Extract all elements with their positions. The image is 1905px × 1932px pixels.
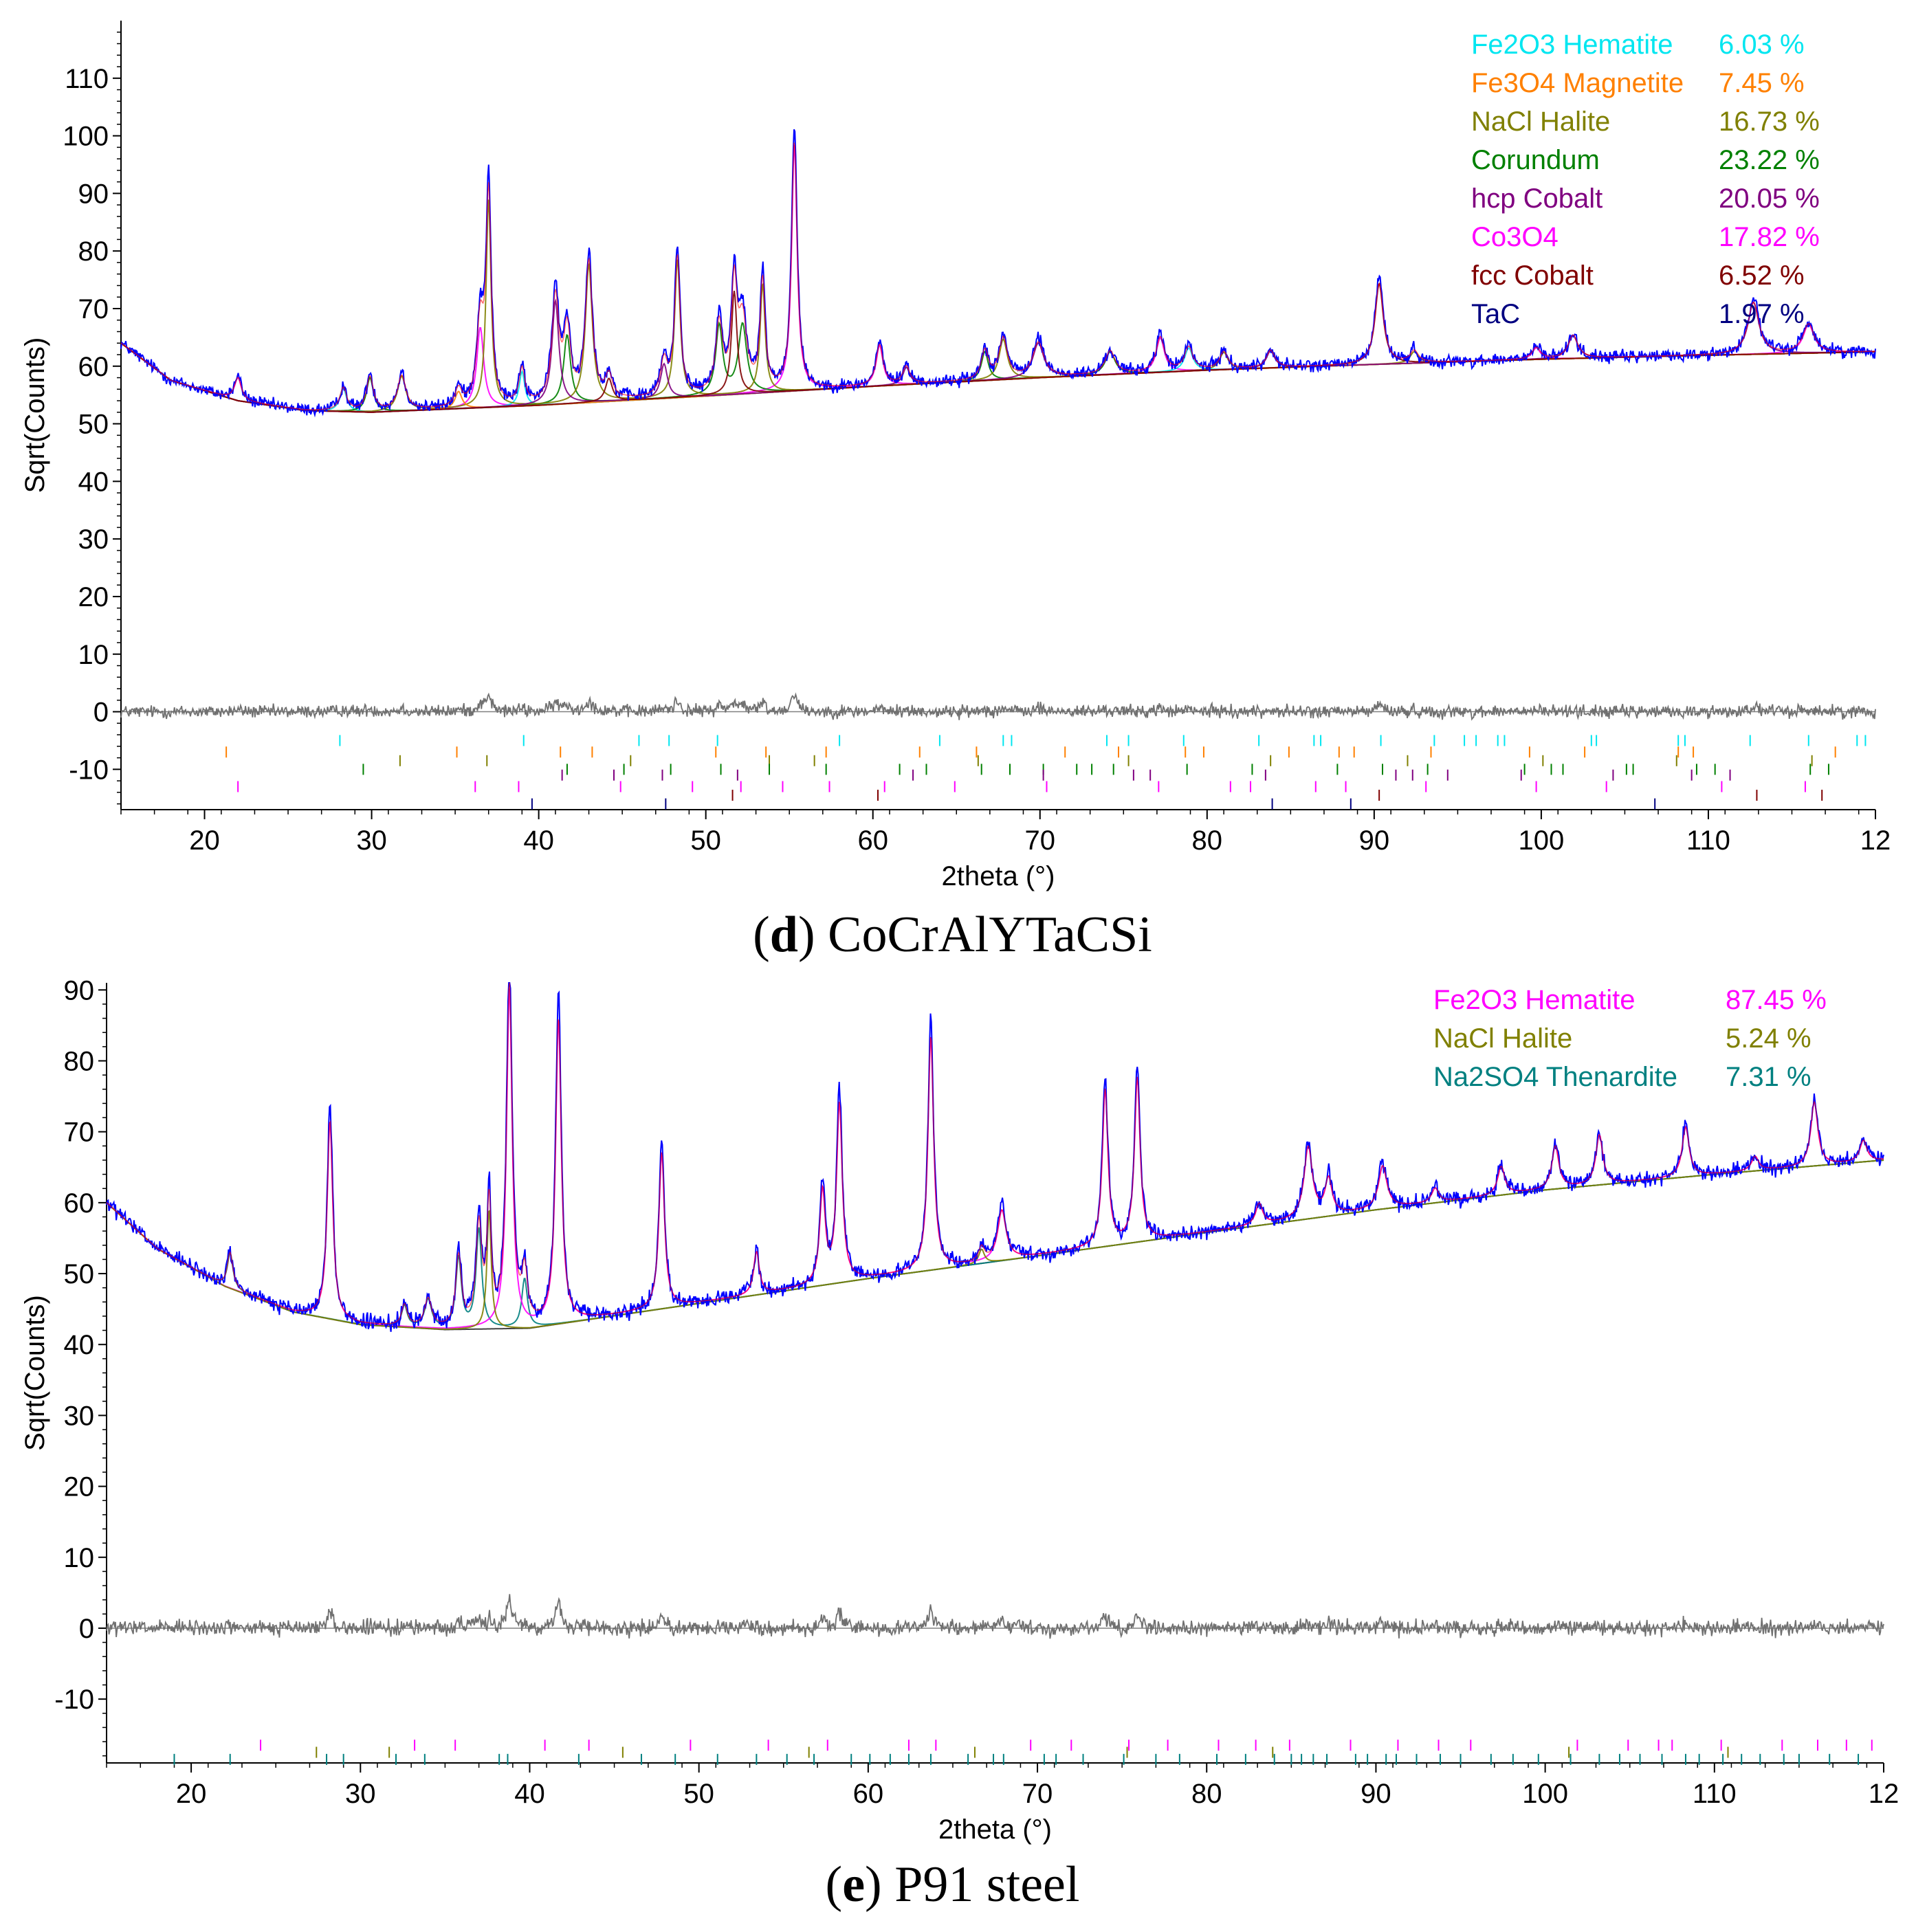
d-y-tick-label: 50 <box>78 410 109 440</box>
d-x-axis-title: 2theta (°) <box>942 861 1055 891</box>
d-legend-name: hcp Cobalt <box>1471 184 1603 214</box>
e-y-tick-label: 70 <box>64 1118 95 1148</box>
d-y-tick-label: 100 <box>63 122 109 152</box>
d-x-tick-label: 110 <box>1686 825 1730 856</box>
e-legend-percent: 5.24 % <box>1726 1023 1812 1054</box>
e-legend-percent: 7.31 % <box>1726 1062 1812 1092</box>
d-y-tick-label: 20 <box>78 582 109 612</box>
d-y-tick-label: 80 <box>78 236 109 267</box>
d-legend-percent: 6.52 % <box>1719 260 1805 291</box>
e-y-tick-label: 90 <box>64 975 95 1006</box>
e-x-tick-label: 12 <box>1869 1779 1900 1809</box>
d-legend-percent: 6.03 % <box>1719 30 1805 60</box>
e-phase-curve-fe2o3-hematite <box>106 988 1884 1329</box>
e-calculated-series <box>106 982 1884 1324</box>
d-legend-name: Fe3O4 Magnetite <box>1471 68 1684 98</box>
caption-d-letter: d <box>769 907 798 963</box>
d-y-tick-label: 40 <box>78 467 109 497</box>
d-phase-curve-co3o4 <box>120 145 1875 413</box>
e-x-tick-label: 50 <box>683 1779 714 1809</box>
d-legend-name: Fe2O3 Hematite <box>1471 30 1673 60</box>
d-y-tick-label: 0 <box>93 698 109 728</box>
d-y-tick-label: 10 <box>78 640 109 670</box>
d-legend-name: Co3O4 <box>1471 222 1559 252</box>
e-x-tick-label: 80 <box>1191 1779 1222 1809</box>
e-y-tick-label: -10 <box>54 1685 94 1715</box>
e-x-tick-label: 40 <box>514 1779 545 1809</box>
e-y-axis-title: Sqrt(Counts) <box>20 1295 50 1451</box>
e-y-tick-label: 50 <box>64 1259 95 1289</box>
e-legend-name: NaCl Halite <box>1433 1023 1572 1054</box>
d-y-axis-title: Sqrt(Counts) <box>20 337 50 493</box>
e-background-line <box>106 1159 1884 1331</box>
e-x-axis-title: 2theta (°) <box>938 1814 1052 1845</box>
d-x-tick-label: 50 <box>690 825 721 856</box>
d-phase-curve-fcc-cobalt <box>120 282 1875 413</box>
e-x-tick-label: 110 <box>1693 1779 1737 1809</box>
e-y-tick-label: 0 <box>79 1614 94 1644</box>
d-y-tick-label: -10 <box>69 755 109 785</box>
d-legend-percent: 16.73 % <box>1719 107 1820 137</box>
d-y-tick-label: 30 <box>78 524 109 555</box>
caption-e-text: P91 steel <box>894 1856 1080 1913</box>
d-x-tick-label: 90 <box>1359 825 1390 856</box>
d-x-tick-label: 70 <box>1025 825 1056 856</box>
d-legend-percent: 20.05 % <box>1719 184 1820 214</box>
e-x-tick-label: 60 <box>853 1779 884 1809</box>
caption-e: (e) P91 steel <box>825 1856 1080 1913</box>
d-legend-percent: 1.97 % <box>1719 299 1805 329</box>
e-legend-name: Fe2O3 Hematite <box>1433 985 1635 1015</box>
d-x-tick-label: 80 <box>1192 825 1223 856</box>
d-x-tick-label: 60 <box>857 825 888 856</box>
d-legend-name: TaC <box>1471 299 1520 329</box>
chart-panel-e: -10 0 10 20 30 40 50 60 70 80 90 20 30 40 50 60 70 80 90 10… <box>20 975 1900 1845</box>
d-legend-name: NaCl Halite <box>1471 107 1610 137</box>
caption-d-text: CoCrAlYTaCSi <box>828 907 1152 963</box>
e-y-tick-label: 10 <box>64 1543 95 1573</box>
d-calculated-series <box>120 142 1875 410</box>
e-y-tick-label: 80 <box>64 1047 95 1077</box>
d-y-tick-label: 60 <box>78 352 109 382</box>
d-x-tick-label: 30 <box>356 825 387 856</box>
d-x-tick-label: 100 <box>1519 825 1565 856</box>
e-y-tick-label: 60 <box>64 1188 95 1219</box>
e-x-tick-label: 30 <box>345 1779 376 1809</box>
e-y-tick-label: 30 <box>64 1401 95 1431</box>
d-legend-name: fcc Cobalt <box>1471 260 1594 291</box>
d-y-tick-label: 110 <box>65 64 109 94</box>
d-y-tick-label: 90 <box>78 179 109 209</box>
e-difference-series <box>106 1594 1884 1639</box>
e-x-tick-label: 20 <box>176 1779 207 1809</box>
d-phase-curve-corundum <box>120 321 1875 412</box>
e-legend-name: Na2SO4 Thenardite <box>1433 1062 1677 1092</box>
d-legend-name: Corundum <box>1471 145 1600 175</box>
d-observed-series <box>120 129 1876 418</box>
e-y-tick-label: 20 <box>64 1472 95 1502</box>
d-x-tick-label: 40 <box>523 825 554 856</box>
d-legend-percent: 7.45 % <box>1719 68 1805 98</box>
d-y-tick-label: 70 <box>78 294 109 324</box>
e-observed-series <box>106 982 1884 1332</box>
e-x-tick-label: 90 <box>1361 1779 1391 1809</box>
e-legend-percent: 87.45 % <box>1726 985 1827 1015</box>
d-x-tick-label: 20 <box>189 825 220 856</box>
d-x-tick-label: 12 <box>1860 825 1891 856</box>
e-phase-curve-nacl-halite <box>106 1159 1884 1331</box>
d-legend-percent: 23.22 % <box>1719 145 1820 175</box>
caption-d: (d) CoCrAlYTaCSi <box>753 907 1152 963</box>
e-x-tick-label: 100 <box>1522 1779 1568 1809</box>
d-difference-series <box>120 692 1876 721</box>
e-y-tick-label: 40 <box>64 1330 95 1360</box>
d-legend-percent: 17.82 % <box>1719 222 1820 252</box>
caption-e-letter: e <box>842 1856 866 1913</box>
chart-panel-d: -10 0 10 20 30 40 50 60 70 80 90 100 110 20 30 40 50 60 70… <box>20 21 1891 891</box>
e-x-tick-label: 70 <box>1022 1779 1053 1809</box>
